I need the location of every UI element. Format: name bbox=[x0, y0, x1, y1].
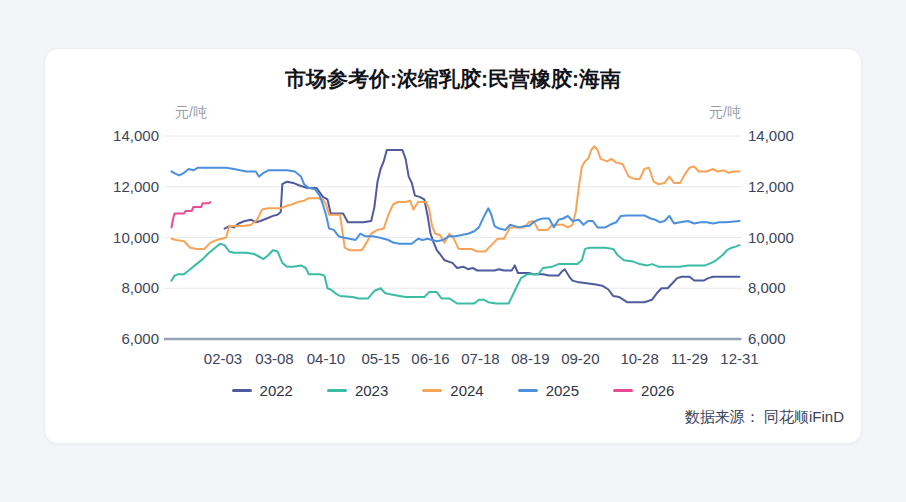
legend-label: 2023 bbox=[355, 382, 388, 399]
legend-line-swatch bbox=[422, 389, 442, 392]
y-tick-label: 6,000 bbox=[748, 330, 848, 347]
x-tick-label: 12-31 bbox=[708, 350, 772, 367]
legend-label: 2024 bbox=[450, 382, 483, 399]
legend-item-2025[interactable]: 2025 bbox=[518, 382, 579, 399]
legend-line-swatch bbox=[232, 389, 252, 392]
series-line-2026[interactable] bbox=[172, 202, 211, 227]
x-tick-label: 09-20 bbox=[548, 350, 612, 367]
series-line-2023[interactable] bbox=[172, 244, 740, 304]
legend-item-2026[interactable]: 2026 bbox=[613, 382, 674, 399]
legend-item-2023[interactable]: 2023 bbox=[327, 382, 388, 399]
series-line-2022[interactable] bbox=[225, 150, 740, 302]
legend-label: 2025 bbox=[546, 382, 579, 399]
y-tick-label: 10,000 bbox=[45, 229, 159, 246]
chart-card: 市场参考价:浓缩乳胶:民营橡胶:海南 元/吨 元/吨 6,0008,00010,… bbox=[44, 48, 862, 444]
y-tick-label: 8,000 bbox=[748, 279, 848, 296]
legend-line-swatch bbox=[613, 389, 633, 392]
chart-legend: 2022 2023 2024 2025 2026 bbox=[45, 382, 861, 399]
y-tick-label: 14,000 bbox=[748, 127, 848, 144]
y-tick-label: 12,000 bbox=[45, 178, 159, 195]
y-tick-label: 10,000 bbox=[748, 229, 848, 246]
y-tick-label: 14,000 bbox=[45, 127, 159, 144]
series-line-2025[interactable] bbox=[172, 168, 740, 244]
legend-line-swatch bbox=[327, 389, 347, 392]
y-tick-label: 12,000 bbox=[748, 178, 848, 195]
legend-line-swatch bbox=[518, 389, 538, 392]
y-tick-label: 6,000 bbox=[45, 330, 159, 347]
legend-label: 2022 bbox=[260, 382, 293, 399]
legend-label: 2026 bbox=[641, 382, 674, 399]
data-source-label: 数据来源： 同花顺iFinD bbox=[685, 408, 844, 427]
legend-item-2022[interactable]: 2022 bbox=[232, 382, 293, 399]
legend-item-2024[interactable]: 2024 bbox=[422, 382, 483, 399]
y-tick-label: 8,000 bbox=[45, 279, 159, 296]
